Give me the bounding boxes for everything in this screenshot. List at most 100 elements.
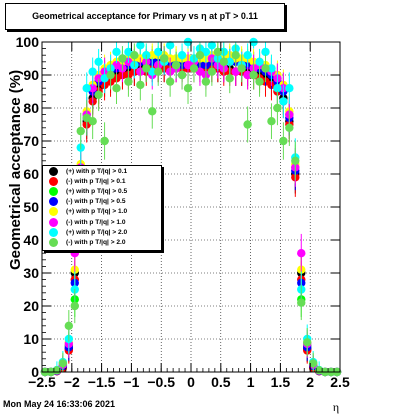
data-point [177,51,187,60]
data-point [165,77,175,86]
axis-ticks [41,41,341,373]
data-point [291,156,300,165]
data-point [213,47,223,57]
data-point [94,74,103,83]
data-point [261,64,270,73]
data-point [88,84,97,93]
data-point [88,117,97,126]
x-tick-label: 2.5 [330,374,350,390]
data-point [243,120,252,129]
legend-label: (-) with p T/|q| > 0.5 [66,198,126,206]
data-point [297,249,306,258]
data-points [40,37,342,377]
legend: (+) with p T/|q| > 0.1 (-) with p T/|q| >… [42,165,162,251]
data-point [142,64,151,73]
x-tick-label: −1.5 [88,374,116,390]
legend-label: (+) with p T/|q| > 0.1 [66,167,128,175]
legend-item: (-) with p T/|q| > 1.0 [43,217,161,227]
y-tick-label: 100 [16,34,40,50]
data-point [136,80,145,90]
y-tick-label: 30 [23,265,39,281]
data-point [154,67,163,76]
x-tick-labels: −2.5 −2 −1.5 −1 −0.5 0 0.5 1 1.5 2 2.5 [28,374,350,390]
data-point [225,57,234,66]
data-point [297,298,306,307]
data-point [207,67,217,76]
y-tick-label: 0 [31,364,39,380]
legend-marker [49,186,58,196]
y-tick-label: 40 [23,232,39,248]
legend-item: (-) with p T/|q| > 0.1 [43,176,161,186]
x-tick-label: −2.5 [28,374,56,390]
legend-marker [49,207,58,217]
data-point [82,84,91,93]
data-point [177,70,187,80]
data-point [243,70,252,80]
y-axis-label: Geometrical acceptance (%) [7,70,24,270]
x-tick-label: −2 [64,374,80,390]
legend-marker [49,217,58,227]
data-point [112,47,121,57]
legend-label: (-) with p T/|q| > 2.0 [66,238,126,246]
y-tick-label: 60 [23,166,39,182]
y-tick-label: 50 [23,199,39,215]
legend-item: (+) with p T/|q| > 0.5 [43,186,161,196]
chart-title: Geometrical acceptance for Primary vs η … [5,3,285,30]
data-point [189,64,199,73]
y-tick-labels: 0 10 20 30 40 50 60 70 80 90 100 [16,34,40,380]
legend-marker [49,237,58,247]
x-tick-label: −1 [123,374,139,390]
legend-marker [49,197,58,207]
data-point [285,123,294,132]
data-point [88,67,97,76]
data-point [201,77,211,86]
data-point [165,41,175,50]
data-point [154,47,163,57]
data-point [308,359,318,368]
data-series [40,42,342,377]
data-point [219,57,228,66]
y-tick-label: 80 [23,100,39,116]
data-point [279,97,288,106]
data-point [279,136,288,146]
legend-marker [49,176,58,186]
data-point [231,51,240,60]
data-point [136,41,145,50]
legend-label: (+) with p T/|q| > 2.0 [66,228,128,236]
data-point [70,301,79,311]
data-point [106,70,115,80]
data-point [159,54,169,63]
y-tick-label: 20 [23,298,39,314]
y-tick-label: 70 [23,133,39,149]
data-point [118,54,127,63]
timestamp: Mon May 24 16:33:06 2021 [3,399,116,409]
y-tick-label: 90 [23,67,39,83]
data-point [94,57,103,66]
data-point [76,126,85,136]
x-tick-label: −0.5 [147,374,175,390]
x-tick-label: 1 [247,374,255,390]
legend-item: (-) with p T/|q| > 0.5 [43,197,161,207]
data-point [124,77,133,86]
x-tick-label: 0.5 [211,374,231,390]
data-point [255,57,264,66]
x-tick-label: 0 [187,374,195,390]
data-point [207,41,217,50]
x-tick-label: 1.5 [271,374,291,390]
legend-marker [49,227,58,237]
y-tick-label: 10 [23,331,39,347]
data-point [58,359,68,368]
data-point [285,84,294,93]
data-point [195,51,205,60]
data-point [303,338,312,347]
data-point [267,64,276,73]
legend-item: (-) with p T/|q| > 2.0 [43,237,161,247]
data-point [130,51,139,60]
legend-marker [49,166,58,176]
data-point [171,60,181,70]
legend-item: (+) with p T/|q| > 2.0 [43,227,161,237]
legend-item: (+) with p T/|q| > 1.0 [43,207,161,217]
data-point [183,84,193,93]
data-point [249,70,258,80]
